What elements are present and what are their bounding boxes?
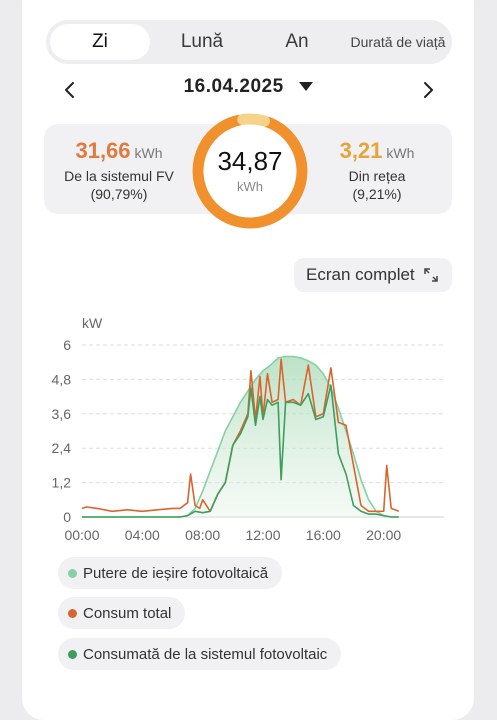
tab-year[interactable]: An [285,31,309,52]
tab-lifetime[interactable]: Durată de viață [350,34,446,50]
grid-energy-percent: (9,21%) [352,186,402,202]
chart-series [81,355,400,518]
consumed-pv-line [82,384,399,518]
x-tick-label: 04:00 [125,527,160,543]
power-chart: kW 0 1,2 2,4 3,6 4,8 6 00:00 04:00 08:00 12:00 16… [52,315,444,543]
legend-consumed-pv-dot [68,649,77,659]
legend-pv-output[interactable]: Putere de ieșire fotovoltaică [58,557,283,589]
tab-day[interactable]: Zi [50,24,150,60]
y-axis-ticks: 0 1,2 2,4 3,6 4,8 6 [52,337,72,525]
pv-energy-value: 31,66 [75,138,131,163]
y-tick-label: 0 [63,509,71,525]
legend-consumed-pv[interactable]: Consumată de la sistemul fotovoltaic [58,638,342,670]
grid-source-summary: 3,21 kWh Din rețea (9,21%) [302,138,452,202]
date-value: 16.04.2025 [183,76,284,97]
total-consumption-unit: kWh [237,179,263,194]
period-tabs: Zi Lună An Durată de viață [46,20,452,64]
expand-icon [423,268,438,282]
legend-total-consumption-label: Consum total [83,604,172,622]
y-tick-label: 4,8 [52,371,72,387]
pv-energy-percent: (90,79%) [90,186,148,202]
y-axis-unit: kW [82,315,103,331]
caret-down-icon [299,81,314,91]
y-tick-label: 1,2 [52,475,72,491]
legend-pv-output-dot [68,568,77,578]
legend-total-consumption-dot [68,608,77,618]
ring-grid-segment [192,113,308,229]
date-row: 16.04.2025 [0,76,497,98]
total-consumption: 34,87 kWh [191,146,309,194]
pv-output-line [82,355,399,518]
y-tick-label: 2,4 [52,440,72,456]
x-tick-label: 08:00 [185,527,220,543]
tab-month[interactable]: Lună [180,31,224,52]
next-day-icon[interactable] [418,80,438,100]
x-axis-ticks: 00:00 04:00 08:00 12:00 16:00 20:00 [64,527,401,543]
fullscreen-button[interactable]: Ecran complet [294,258,452,292]
pv-energy-unit: kWh [134,145,163,161]
total-consumption-value: 34,87 [217,146,283,176]
pv-source-summary: 31,66 kWh De la sistemul FV (90,79%) [44,138,194,202]
date-selector[interactable]: 16.04.2025 [184,76,314,98]
y-tick-label: 3,6 [52,406,72,422]
legend-pv-output-label: Putere de ieșire fotovoltaică [83,564,269,582]
consumption-ring-chart [192,113,308,229]
legend-total-consumption[interactable]: Consum total [58,597,186,629]
x-tick-label: 16:00 [306,527,341,543]
total-consumption-line [81,358,400,513]
pv-output-area [82,356,399,517]
grid-energy-unit: kWh [386,145,415,161]
legend-consumed-pv-label: Consumată de la sistemul fotovoltaic [83,645,328,663]
previous-day-icon[interactable] [60,80,80,100]
grid-energy-label: Din rețea [348,168,406,184]
fullscreen-label: Ecran complet [306,265,415,284]
x-tick-label: 12:00 [245,527,280,543]
y-tick-label: 6 [63,337,71,353]
pv-energy-label: De la sistemul FV [64,168,174,184]
x-tick-label: 20:00 [366,527,401,543]
grid-energy-value: 3,21 [339,138,383,163]
x-tick-label: 00:00 [64,527,99,543]
